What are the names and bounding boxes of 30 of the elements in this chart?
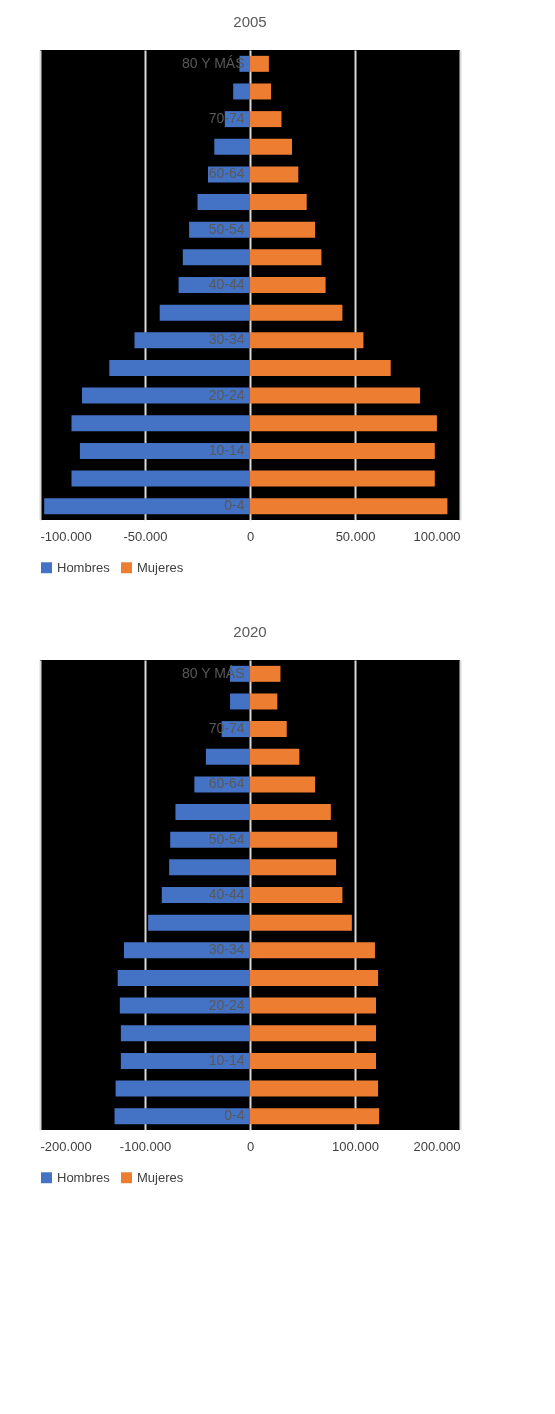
x-tick-label: -200.000 bbox=[40, 1138, 92, 1154]
x-tick-label: 100.000 bbox=[332, 1138, 379, 1154]
x-tick-label: 50.000 bbox=[335, 528, 376, 544]
x-tick-label: -100.000 bbox=[40, 528, 92, 544]
y-tick-label: 30-34 bbox=[208, 941, 245, 958]
x-tick-label: 100.000 bbox=[413, 528, 461, 544]
y-tick-label: 60-64 bbox=[208, 775, 245, 792]
legend-label: Mujeres bbox=[137, 559, 184, 575]
x-tick-label: -50.000 bbox=[123, 528, 168, 544]
x-tick-label: -100.000 bbox=[119, 1138, 172, 1154]
y-tick-label: 0-4 bbox=[224, 1107, 245, 1124]
y-tick-label: 10-14 bbox=[208, 441, 245, 458]
y-tick-label: 50-54 bbox=[208, 220, 245, 237]
y-tick-label: 10-14 bbox=[208, 1051, 245, 1068]
y-tick-label: 40-44 bbox=[208, 886, 245, 902]
y-tick-label: 60-64 bbox=[208, 165, 245, 182]
y-tick-label: 20-24 bbox=[208, 996, 245, 1013]
legend-label: Hombres bbox=[57, 559, 111, 575]
x-tick-label: 200.000 bbox=[413, 1138, 461, 1154]
chart-title: 2005 bbox=[233, 13, 267, 30]
y-tick-label: 50-54 bbox=[208, 830, 245, 847]
legend-label: Mujeres bbox=[137, 1169, 184, 1185]
y-tick-label: 30-34 bbox=[208, 331, 245, 348]
y-tick-label: 20-24 bbox=[208, 386, 245, 403]
legend-label: Hombres bbox=[57, 1169, 111, 1185]
y-tick-label: 40-44 bbox=[208, 276, 245, 292]
x-tick-label: 0 bbox=[246, 1138, 255, 1154]
chart-title: 2020 bbox=[233, 623, 267, 640]
x-tick-label: 0 bbox=[246, 528, 255, 544]
y-tick-label: 0-4 bbox=[224, 497, 245, 514]
